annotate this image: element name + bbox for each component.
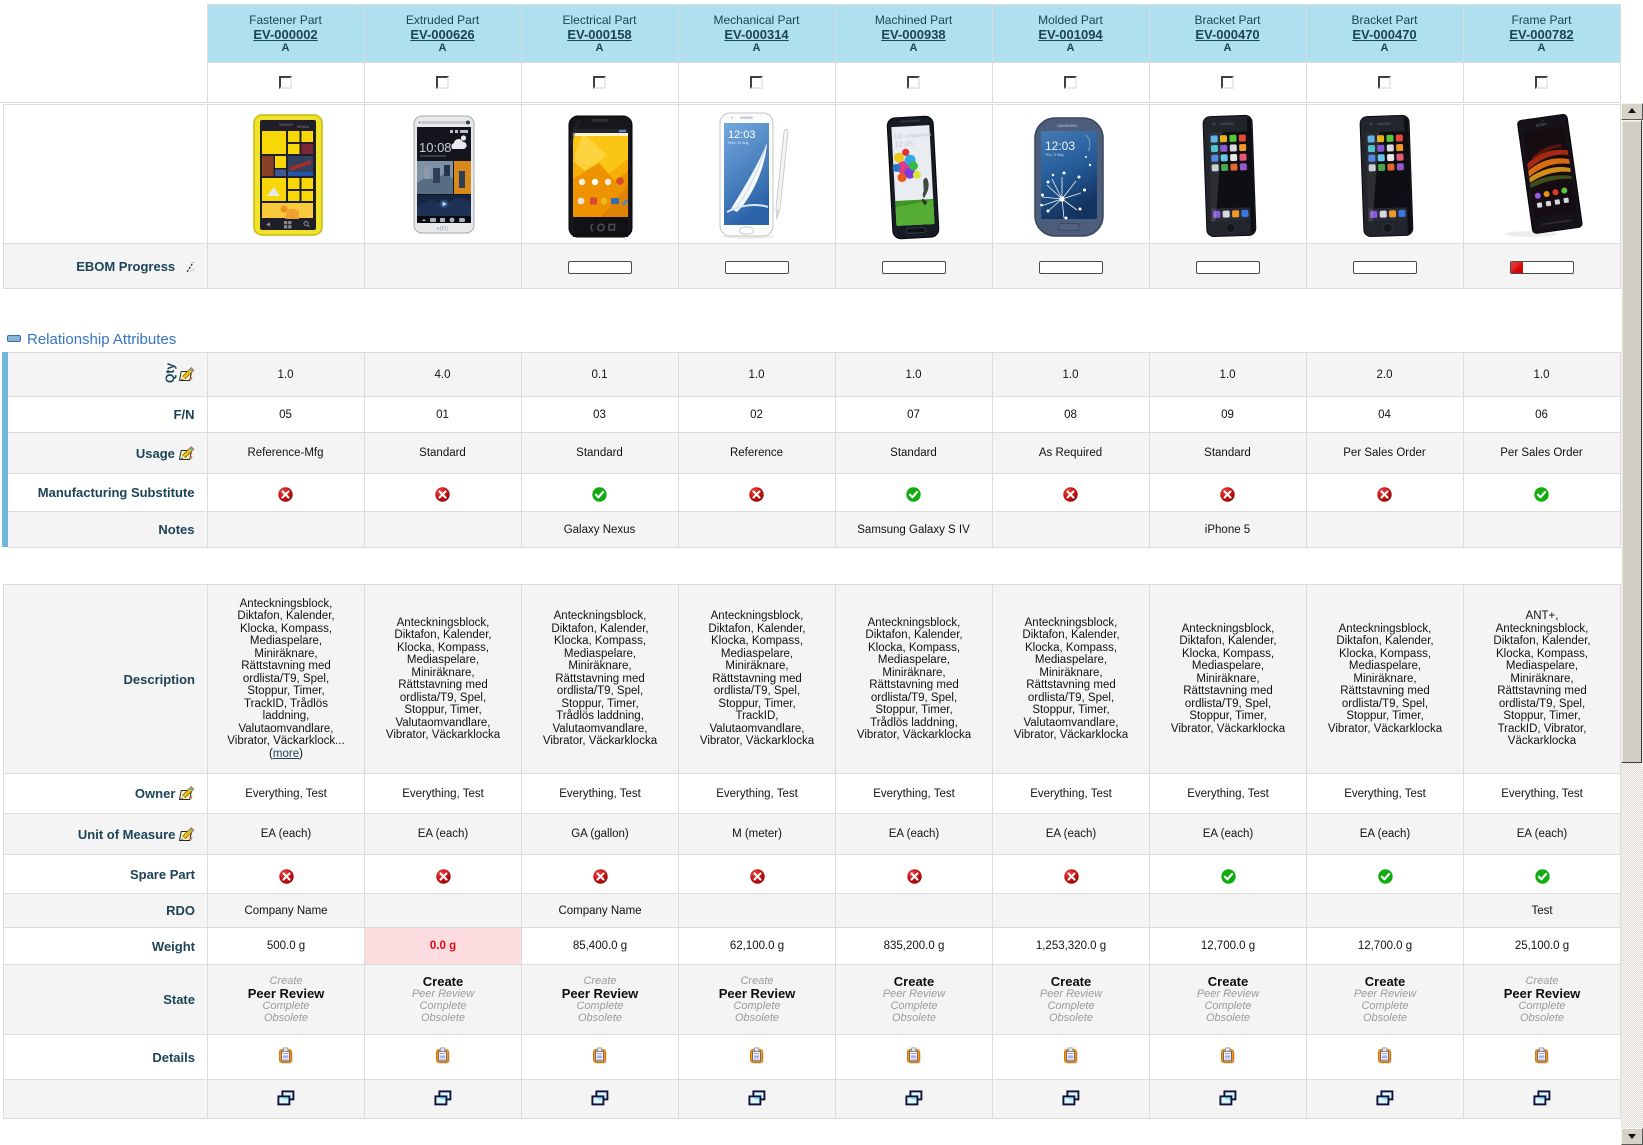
svg-text:NOKIA: NOKIA xyxy=(297,125,309,129)
svg-text:12:03: 12:03 xyxy=(1045,139,1075,153)
svg-text:HTC: HTC xyxy=(437,227,448,233)
svg-text:Wed, 29 Aug: Wed, 29 Aug xyxy=(728,141,749,145)
svg-text:Thu, 3 May: Thu, 3 May xyxy=(1045,153,1064,157)
svg-text:SONY: SONY xyxy=(1535,121,1547,128)
svg-text:12:45: 12:45 xyxy=(894,139,913,149)
svg-text:SAMSUNG: SAMSUNG xyxy=(1057,123,1077,128)
svg-text:10:08: 10:08 xyxy=(419,140,452,155)
svg-text:12:03: 12:03 xyxy=(728,129,756,141)
svg-text:Life companion: Life companion xyxy=(892,131,931,140)
